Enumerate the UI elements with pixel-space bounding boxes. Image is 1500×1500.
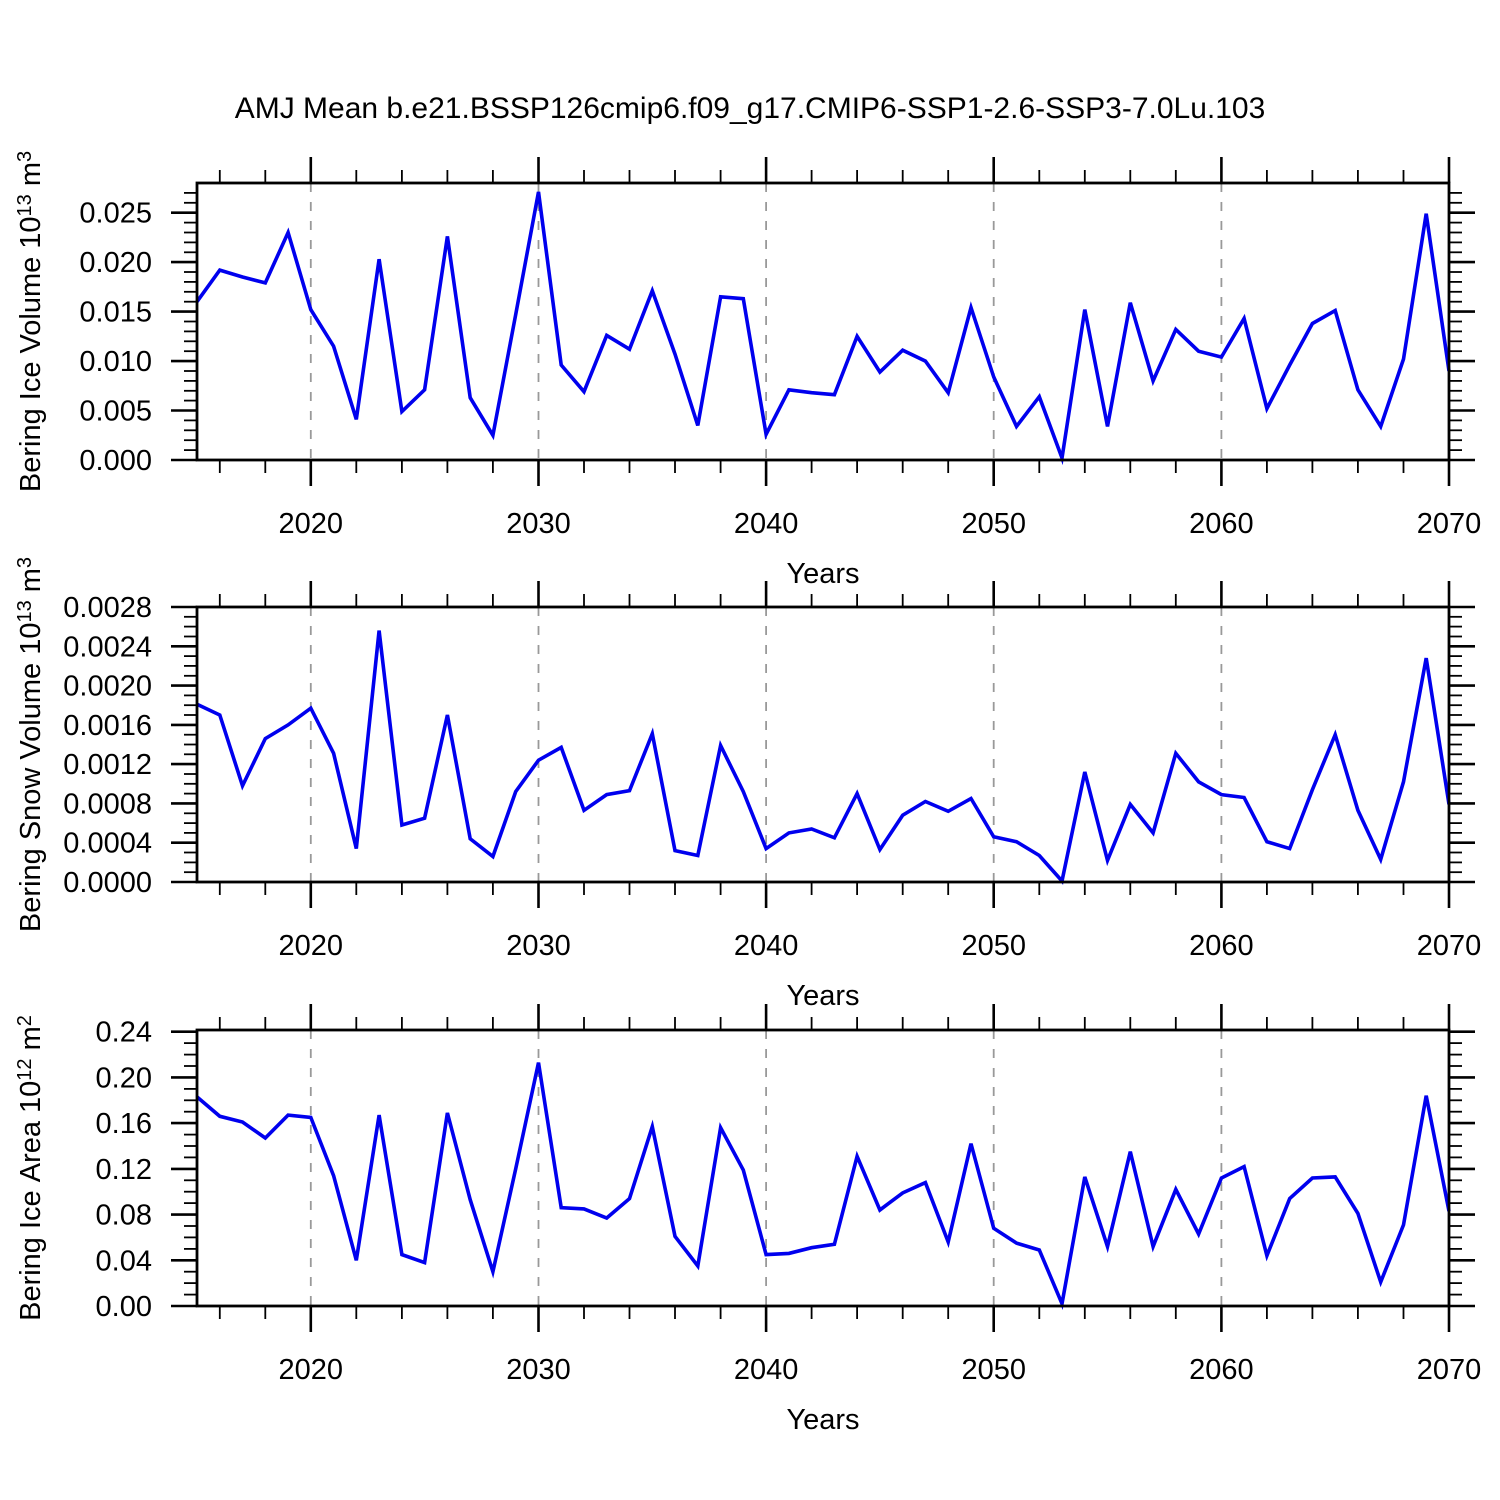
data-line [196, 630, 1451, 885]
x-tick-label: 2070 [1417, 930, 1482, 962]
y-tick-label: 0.24 [96, 1017, 152, 1049]
chart-title: AMJ Mean b.e21.BSSP126cmip6.f09_g17.CMIP… [234, 92, 1266, 125]
data-line [195, 1062, 1451, 1310]
plot-bering-ice-area: 2020 2030 2040 2050 2060 2070 0.00 0.04 0.08 0.12… [14, 1004, 1481, 1436]
plot-bering-ice-volume: 2020 2030 2040 2050 2060 2070 0.000 0.005 0.010 0… [14, 151, 1481, 590]
x-tick-label: 2040 [734, 508, 799, 540]
x-tick-label: 2060 [1189, 1354, 1254, 1386]
y-tick-label: 0.020 [79, 247, 152, 279]
data-line [195, 191, 1451, 466]
y-tick-label: 0.08 [96, 1200, 152, 1232]
x-tick-label: 2050 [961, 930, 1026, 962]
x-tick-label: 2030 [506, 1354, 571, 1386]
x-tick-label: 2040 [734, 930, 799, 962]
y-tick-label: 0.0004 [63, 828, 152, 860]
y-axis-title: Bering Ice Volume 1013 m3 [14, 151, 47, 492]
y-tick-label: 0.0028 [63, 592, 152, 624]
x-tick-label: 2050 [961, 1354, 1026, 1386]
y-tick-label: 0.015 [79, 297, 152, 329]
x-tick-label: 2030 [506, 930, 571, 962]
y-tick-label: 0.0016 [63, 710, 152, 742]
y-tick-label: 0.0008 [63, 788, 152, 820]
x-axis-title: Years [786, 558, 859, 590]
y-tick-label: 0.0000 [63, 867, 152, 899]
x-tick-label: 2020 [279, 1354, 344, 1386]
x-tick-label: 2040 [734, 1354, 799, 1386]
x-tick-label: 2020 [279, 930, 344, 962]
y-tick-label: 0.20 [96, 1062, 152, 1094]
plot-frame [195, 1028, 1451, 1308]
y-axis-title: Bering Snow Volume 1013 m3 [14, 557, 47, 932]
x-tick-label: 2070 [1417, 1354, 1482, 1386]
x-axis-title: Years [786, 980, 859, 1012]
x-tick-label: 2060 [1189, 930, 1254, 962]
y-tick-label: 0.0024 [63, 631, 152, 663]
y-tick-label: 0.000 [79, 445, 152, 477]
plot-frame [195, 181, 1451, 462]
y-tick-label: 0.010 [79, 346, 152, 378]
y-tick-label: 0.04 [96, 1245, 152, 1277]
plot-frame [195, 605, 1451, 884]
y-tick-label: 0.005 [79, 396, 152, 428]
y-tick-label: 0.025 [79, 198, 152, 230]
y-tick-label: 0.12 [96, 1154, 152, 1186]
y-tick-label: 0.16 [96, 1108, 152, 1140]
plot-bering-snow-volume: 2020 2030 2040 2050 2060 2070 0.0000 0.0004 0.00… [14, 557, 1481, 1012]
x-tick-label: 2070 [1417, 508, 1482, 540]
x-axis-title: Years [786, 1404, 859, 1436]
y-tick-label: 0.00 [96, 1291, 152, 1323]
x-tick-label: 2030 [506, 508, 571, 540]
y-tick-label: 0.0012 [63, 749, 152, 781]
y-tick-label: 0.0020 [63, 671, 152, 703]
y-axis-title: Bering Ice Area 1012 m2 [14, 1015, 47, 1321]
x-tick-label: 2060 [1189, 508, 1254, 540]
x-tick-label: 2050 [961, 508, 1026, 540]
x-tick-label: 2020 [279, 508, 344, 540]
